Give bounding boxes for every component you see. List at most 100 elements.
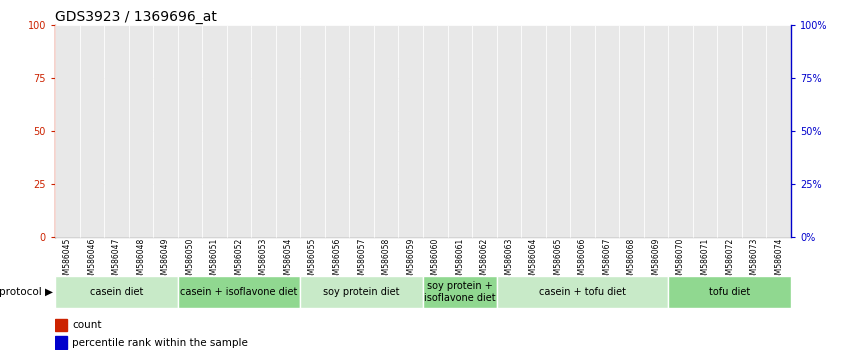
Bar xyxy=(772,72,785,237)
Text: casein + tofu diet: casein + tofu diet xyxy=(539,287,626,297)
Text: GSM586074: GSM586074 xyxy=(774,238,783,284)
FancyBboxPatch shape xyxy=(202,25,227,238)
Bar xyxy=(699,233,711,237)
Bar xyxy=(208,233,221,237)
Bar xyxy=(110,146,123,237)
FancyBboxPatch shape xyxy=(374,25,398,238)
Text: GSM586071: GSM586071 xyxy=(700,238,710,284)
Bar xyxy=(55,336,67,349)
FancyBboxPatch shape xyxy=(668,25,693,238)
FancyBboxPatch shape xyxy=(398,25,423,238)
FancyBboxPatch shape xyxy=(325,25,349,238)
Text: GSM586067: GSM586067 xyxy=(602,238,612,284)
Text: GSM586066: GSM586066 xyxy=(578,238,587,284)
Bar xyxy=(135,156,147,237)
FancyBboxPatch shape xyxy=(448,25,472,238)
Bar xyxy=(282,216,294,237)
Bar xyxy=(625,227,638,237)
Bar xyxy=(625,105,638,237)
Bar xyxy=(355,229,368,237)
Bar xyxy=(404,180,417,237)
Text: casein + isoflavone diet: casein + isoflavone diet xyxy=(180,287,298,297)
Bar xyxy=(300,276,423,308)
Bar xyxy=(527,227,540,237)
Bar xyxy=(208,199,221,237)
Text: GSM586049: GSM586049 xyxy=(161,238,170,284)
Bar xyxy=(748,212,761,237)
Bar xyxy=(85,233,98,237)
Bar xyxy=(503,227,515,237)
FancyBboxPatch shape xyxy=(693,25,717,238)
Text: count: count xyxy=(72,320,102,330)
FancyBboxPatch shape xyxy=(644,25,668,238)
FancyBboxPatch shape xyxy=(766,25,791,238)
Text: GSM586052: GSM586052 xyxy=(234,238,244,284)
Bar xyxy=(699,173,711,237)
Text: GSM586069: GSM586069 xyxy=(651,238,661,284)
Text: tofu diet: tofu diet xyxy=(709,287,750,297)
FancyBboxPatch shape xyxy=(129,25,153,238)
Text: GDS3923 / 1369696_at: GDS3923 / 1369696_at xyxy=(55,10,217,24)
Text: GSM586060: GSM586060 xyxy=(431,238,440,284)
Bar xyxy=(429,233,442,237)
FancyBboxPatch shape xyxy=(227,25,251,238)
Bar xyxy=(61,205,74,237)
Text: GSM586048: GSM586048 xyxy=(136,238,146,284)
Text: GSM586055: GSM586055 xyxy=(308,238,317,284)
Text: soy protein diet: soy protein diet xyxy=(323,287,400,297)
FancyBboxPatch shape xyxy=(276,25,300,238)
Text: GSM586053: GSM586053 xyxy=(259,238,268,284)
Bar xyxy=(55,319,67,331)
Bar xyxy=(306,156,319,237)
Bar xyxy=(404,233,417,237)
Bar xyxy=(331,116,343,237)
FancyBboxPatch shape xyxy=(55,25,80,238)
Text: GSM586054: GSM586054 xyxy=(283,238,293,284)
Bar xyxy=(748,63,761,237)
Bar xyxy=(257,122,270,237)
FancyBboxPatch shape xyxy=(595,25,619,238)
Bar xyxy=(576,95,589,237)
Bar xyxy=(650,227,662,237)
Bar xyxy=(55,276,178,308)
Text: GSM586050: GSM586050 xyxy=(185,238,195,284)
Text: GSM586047: GSM586047 xyxy=(112,238,121,284)
FancyBboxPatch shape xyxy=(742,25,766,238)
FancyBboxPatch shape xyxy=(349,25,374,238)
Text: GSM586065: GSM586065 xyxy=(553,238,563,284)
Text: protocol ▶: protocol ▶ xyxy=(0,287,53,297)
Bar xyxy=(257,224,270,237)
Bar xyxy=(355,131,368,237)
Bar xyxy=(503,120,515,237)
Bar xyxy=(380,199,393,237)
Text: GSM586046: GSM586046 xyxy=(87,238,96,284)
Bar xyxy=(723,235,736,237)
Bar xyxy=(527,127,540,237)
Text: GSM586062: GSM586062 xyxy=(480,238,489,284)
Bar xyxy=(772,212,785,237)
Bar xyxy=(159,88,172,237)
FancyBboxPatch shape xyxy=(619,25,644,238)
Text: GSM586064: GSM586064 xyxy=(529,238,538,284)
Text: GSM586070: GSM586070 xyxy=(676,238,685,284)
Text: GSM586073: GSM586073 xyxy=(750,238,759,284)
Bar xyxy=(674,229,687,237)
Bar xyxy=(184,131,196,237)
Bar xyxy=(478,233,491,237)
Bar xyxy=(282,63,294,237)
Bar xyxy=(674,133,687,237)
Bar xyxy=(453,31,466,237)
FancyBboxPatch shape xyxy=(570,25,595,238)
Text: soy protein +
isoflavone diet: soy protein + isoflavone diet xyxy=(424,281,496,303)
FancyBboxPatch shape xyxy=(472,25,497,238)
Bar xyxy=(576,222,589,237)
FancyBboxPatch shape xyxy=(497,25,521,238)
FancyBboxPatch shape xyxy=(178,25,202,238)
Bar xyxy=(552,229,564,237)
Bar xyxy=(723,210,736,237)
Text: percentile rank within the sample: percentile rank within the sample xyxy=(72,338,248,348)
Text: GSM586045: GSM586045 xyxy=(63,238,72,284)
FancyBboxPatch shape xyxy=(300,25,325,238)
Bar xyxy=(159,216,172,237)
FancyBboxPatch shape xyxy=(153,25,178,238)
